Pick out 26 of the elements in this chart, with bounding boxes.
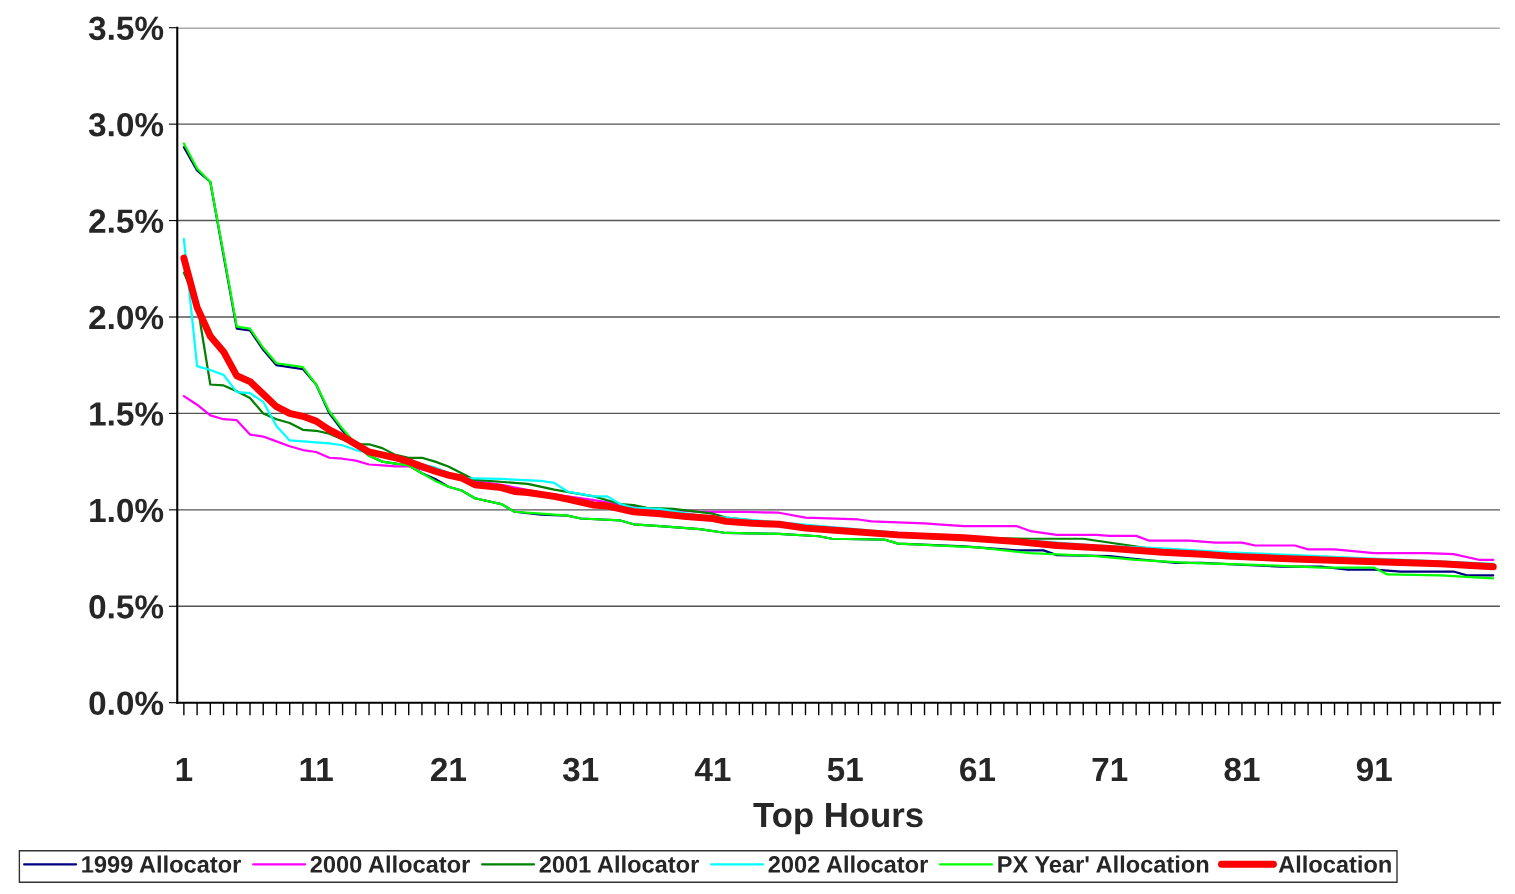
legend-label: Allocation <box>1278 855 1391 873</box>
x-tick-label: 51 <box>827 758 863 782</box>
legend-label: 2000 Allocator <box>310 855 470 873</box>
y-tick-label: 1.5% <box>90 402 164 426</box>
y-tick-label: 3.5% <box>88 16 164 41</box>
x-axis-title: Top Hours <box>753 803 923 835</box>
y-tick-label: 3.0% <box>88 112 164 137</box>
y-tick-label: 0.5% <box>89 595 164 619</box>
x-tick-label: 1 <box>176 758 193 782</box>
line-series <box>182 394 1495 562</box>
legend-label: 2001 Allocator <box>539 855 699 873</box>
y-tick-label: 2.0% <box>89 305 164 330</box>
x-tick-label: 71 <box>1092 758 1128 782</box>
legend-label: PX Year' Allocation <box>998 855 1209 873</box>
x-tick-label: 41 <box>694 758 731 782</box>
legend-label: 1999 Allocator <box>82 855 241 873</box>
x-tick-label: 11 <box>300 758 333 782</box>
x-tick-label: 91 <box>1356 757 1392 782</box>
x-tick-label: 21 <box>431 757 466 782</box>
legend-label: 2002 Allocator <box>768 855 928 873</box>
x-tick-label: 31 <box>562 757 599 782</box>
y-tick-label: 1.0% <box>90 498 164 523</box>
x-tick-label: 61 <box>960 757 996 782</box>
y-tick-label: 0.0% <box>89 691 164 716</box>
x-tick-label: 81 <box>1224 757 1260 782</box>
y-tick-label: 2.5% <box>89 209 164 233</box>
